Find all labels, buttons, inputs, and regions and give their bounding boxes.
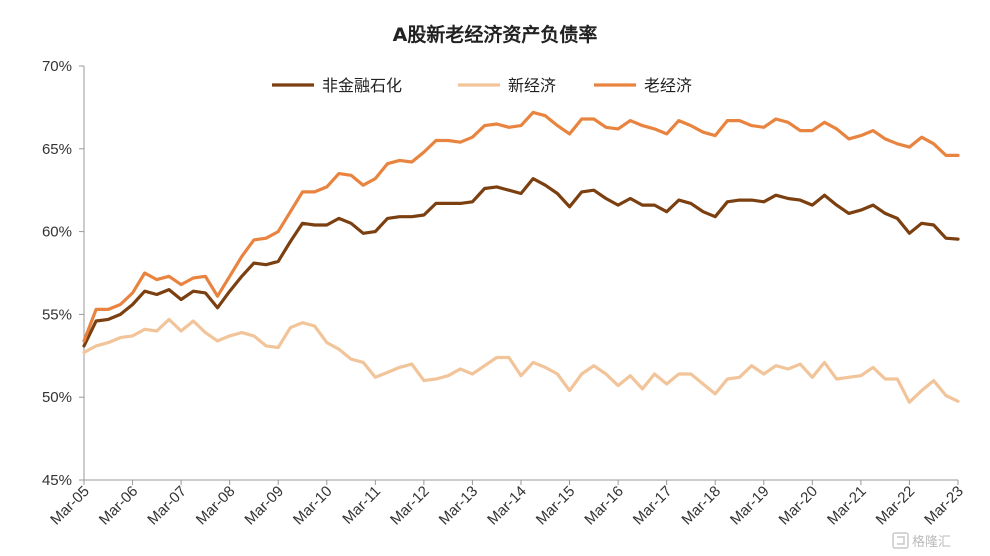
y-tick-label: 45% bbox=[42, 472, 72, 489]
watermark: 格隆汇 bbox=[892, 532, 951, 550]
x-tick-label: Mar-19 bbox=[727, 483, 773, 529]
watermark-text: 格隆汇 bbox=[912, 534, 951, 550]
x-tick-label: Mar-10 bbox=[290, 483, 336, 529]
x-tick-label: Mar-05 bbox=[47, 483, 93, 529]
y-tick-label: 70% bbox=[42, 58, 72, 75]
gelonghui-logo-icon bbox=[892, 532, 909, 549]
series-layer bbox=[82, 110, 960, 404]
legend-label-1: 新经济 bbox=[508, 76, 556, 95]
chart-title: A股新老经济资产负债率 bbox=[393, 23, 598, 46]
x-tick-label: Mar-08 bbox=[193, 483, 239, 529]
x-tick-label: Mar-21 bbox=[824, 483, 870, 529]
x-tick-label: Mar-14 bbox=[484, 483, 530, 529]
x-tick-label: Mar-20 bbox=[776, 483, 822, 529]
x-tick-label: Mar-16 bbox=[581, 483, 627, 529]
y-axis: 45% 50% 55% 60% 65% 70% bbox=[42, 58, 85, 489]
legend-label-2: 老经济 bbox=[644, 76, 692, 95]
legend: 非金融石化 新经济 老经济 bbox=[272, 76, 692, 95]
series-line-1 bbox=[82, 317, 960, 404]
x-tick-label: Mar-07 bbox=[144, 483, 190, 529]
legend-label-0: 非金融石化 bbox=[322, 76, 402, 95]
x-tick-label: Mar-18 bbox=[678, 483, 724, 529]
y-tick-label: 65% bbox=[42, 141, 72, 158]
x-tick-label: Mar-13 bbox=[436, 483, 482, 529]
x-tick-label: Mar-22 bbox=[873, 483, 919, 529]
y-tick-label: 55% bbox=[42, 306, 72, 323]
x-tick-label: Mar-09 bbox=[241, 483, 287, 529]
x-tick-label: Mar-17 bbox=[630, 483, 676, 529]
x-tick-label: Mar-11 bbox=[339, 483, 384, 528]
y-tick-label: 50% bbox=[42, 389, 72, 406]
series-line-2 bbox=[82, 110, 960, 343]
x-tick-label: Mar-06 bbox=[96, 483, 142, 529]
x-tick-label: Mar-23 bbox=[921, 483, 967, 529]
x-tick-label: Mar-12 bbox=[387, 483, 433, 529]
x-tick-label: Mar-15 bbox=[533, 483, 579, 529]
y-tick-label: 60% bbox=[42, 224, 72, 241]
x-axis: Mar-05 Mar-06 Mar-07 Mar-08 Mar-09 Mar-10 Mar-… bbox=[47, 479, 967, 529]
series-line-0 bbox=[82, 177, 960, 348]
